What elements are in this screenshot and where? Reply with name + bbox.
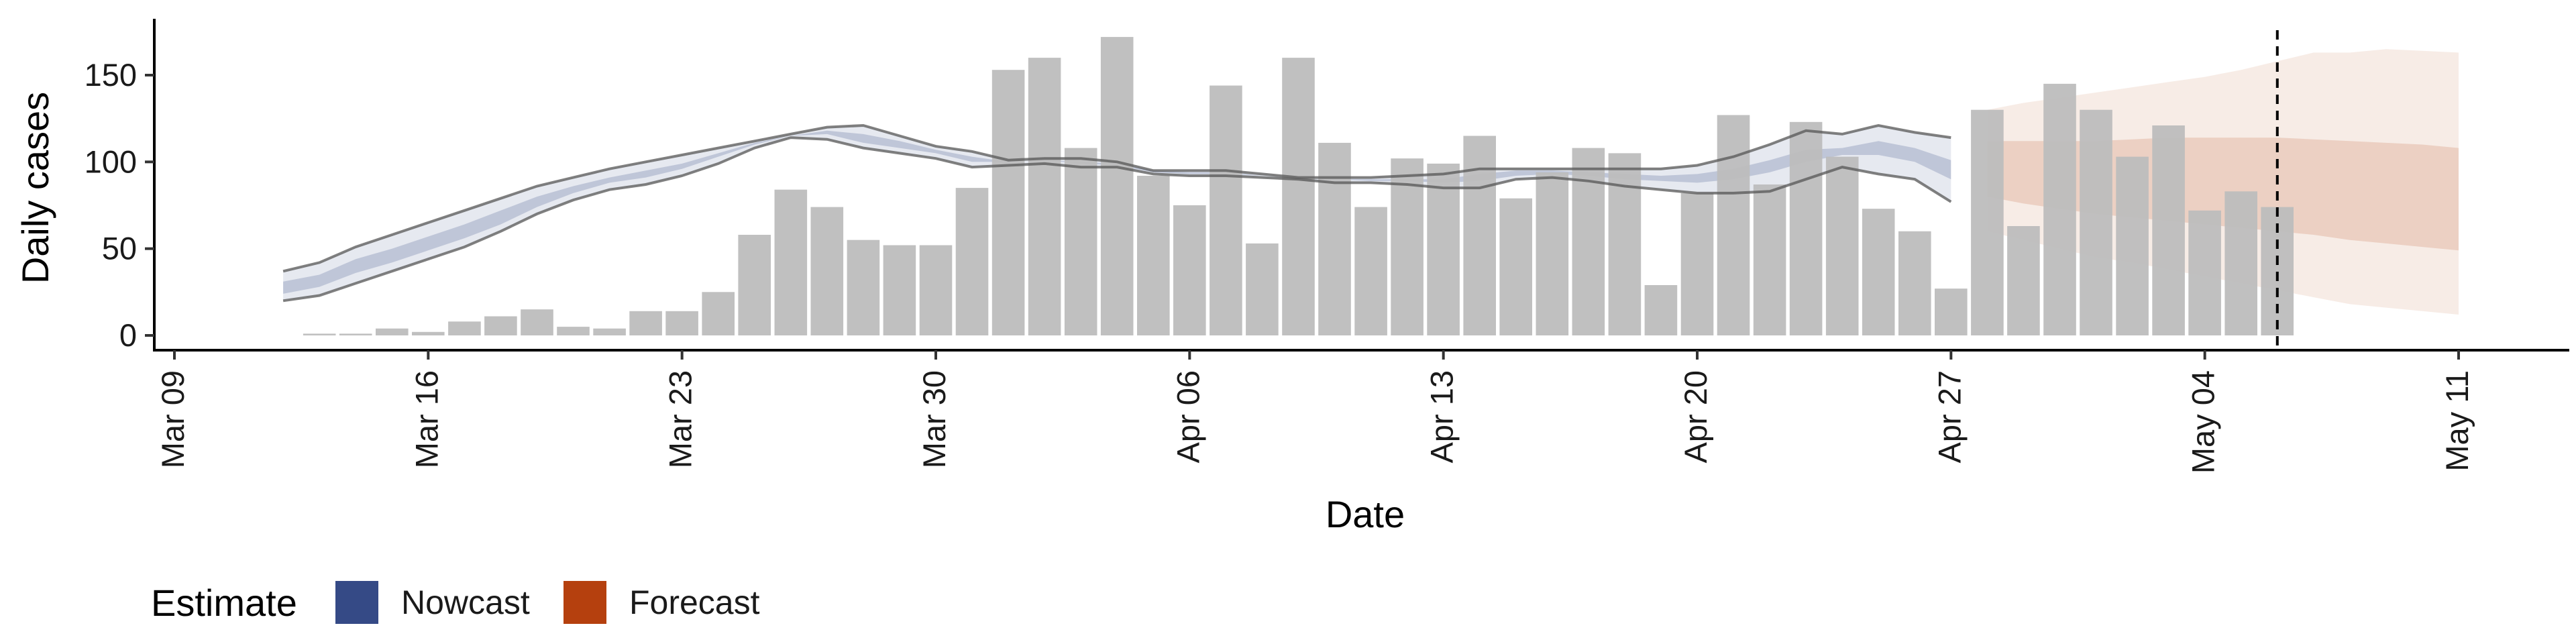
legend: Estimate Nowcast Forecast <box>151 581 760 624</box>
bar-2020-03-30 <box>919 245 953 335</box>
y-tick-label-150: 150 <box>85 57 137 93</box>
bar-2020-04-29 <box>2007 226 2040 335</box>
bar-2020-04-05 <box>1137 176 1170 335</box>
bar-2020-03-18 <box>484 316 517 335</box>
bar-2020-03-16 <box>412 331 445 335</box>
bar-2020-04-11 <box>1354 207 1387 335</box>
bar-2020-04-06 <box>1173 205 1206 335</box>
bar-2020-05-01 <box>2080 109 2112 335</box>
bar-2020-04-20 <box>1680 193 1714 335</box>
bars <box>303 37 2294 336</box>
bar-2020-03-26 <box>774 189 808 335</box>
x-tick-label-2020-03-09: Mar 09 <box>155 370 191 468</box>
legend-swatch-forecast <box>564 581 606 624</box>
bar-2020-04-23 <box>1789 121 1823 336</box>
bar-2020-04-28 <box>1971 109 2004 335</box>
bar-2020-03-19 <box>521 309 553 335</box>
y-axis-title: Daily cases <box>14 92 56 284</box>
legend-swatch-nowcast <box>335 581 378 624</box>
y-tick-label-100: 100 <box>85 144 137 179</box>
bar-2020-04-30 <box>2043 83 2076 336</box>
bar-2020-04-07 <box>1210 85 1242 335</box>
bar-2020-03-20 <box>557 327 590 335</box>
bar-2020-04-14 <box>1463 136 1496 335</box>
bar-2020-03-13 <box>303 333 336 335</box>
bar-2020-04-24 <box>1825 156 1859 335</box>
bar-2020-05-02 <box>2116 156 2149 335</box>
y-tick-label-50: 50 <box>102 231 137 266</box>
bar-2020-03-21 <box>593 328 626 335</box>
bar-2020-04-17 <box>1572 148 1605 335</box>
bar-2020-03-28 <box>847 239 880 335</box>
bar-2020-04-26 <box>1898 231 1931 335</box>
bar-2020-04-13 <box>1427 163 1460 335</box>
x-tick-label-2020-03-23: Mar 23 <box>663 370 698 468</box>
bar-2020-03-25 <box>738 235 771 335</box>
ticks: 0 50 100 150 Mar 09 Mar 16 Mar 23 Mar 30 Apr 06 A… <box>85 57 2475 474</box>
x-tick-label-2020-05-11: May 11 <box>2439 370 2475 472</box>
bar-2020-04-03 <box>1064 148 1097 335</box>
bar-2020-04-08 <box>1246 243 1279 335</box>
bar-2020-04-22 <box>1753 184 1786 335</box>
bar-2020-04-18 <box>1608 153 1642 335</box>
bar-2020-04-12 <box>1391 158 1424 335</box>
x-tick-label-2020-04-06: Apr 06 <box>1170 370 1205 463</box>
bar-2020-04-16 <box>1536 172 1569 335</box>
bar-2020-03-22 <box>629 311 662 335</box>
nowcast-band-50 <box>283 130 1951 294</box>
nowcast-lower-line <box>282 136 1952 303</box>
x-tick-label-2020-05-04: May 04 <box>2186 370 2221 474</box>
y-tick-label-0: 0 <box>119 317 137 353</box>
bar-2020-04-09 <box>1282 58 1315 335</box>
bar-2020-04-01 <box>991 70 1025 335</box>
bar-2020-03-17 <box>448 321 481 335</box>
bar-2020-04-10 <box>1318 142 1351 335</box>
bar-2020-04-15 <box>1499 198 1532 335</box>
bar-2020-03-23 <box>665 311 698 335</box>
bar-2020-04-21 <box>1717 115 1750 335</box>
nowcast-interval-lines <box>282 123 1952 303</box>
bar-2020-03-24 <box>702 292 735 335</box>
bar-2020-05-03 <box>2152 125 2185 335</box>
bar-2020-05-04 <box>2188 210 2221 335</box>
legend-label-nowcast: Nowcast <box>401 584 530 621</box>
x-axis-title: Date <box>1326 493 1405 535</box>
legend-label-forecast: Forecast <box>629 584 760 621</box>
x-tick-label-2020-04-27: Apr 27 <box>1931 370 1967 463</box>
nowcast-upper-line <box>282 123 1951 273</box>
bar-2020-04-02 <box>1028 58 1061 335</box>
x-tick-label-2020-03-30: Mar 30 <box>916 370 952 468</box>
bar-2020-04-19 <box>1644 285 1678 335</box>
bar-2020-03-15 <box>376 328 409 335</box>
bar-2020-04-04 <box>1100 37 1134 335</box>
legend-title: Estimate <box>151 582 297 624</box>
x-tick-label-2020-04-20: Apr 20 <box>1678 370 1713 463</box>
bar-2020-03-27 <box>810 207 844 335</box>
bar-2020-03-31 <box>955 188 989 335</box>
x-tick-label-2020-03-16: Mar 16 <box>409 370 444 468</box>
bar-2020-04-25 <box>1862 209 1895 335</box>
x-tick-label-2020-04-13: Apr 13 <box>1424 370 1460 463</box>
bar-2020-03-14 <box>339 333 372 335</box>
bar-2020-03-29 <box>883 245 916 335</box>
bar-2020-04-27 <box>1935 288 1968 335</box>
bar-2020-05-05 <box>2224 191 2257 335</box>
